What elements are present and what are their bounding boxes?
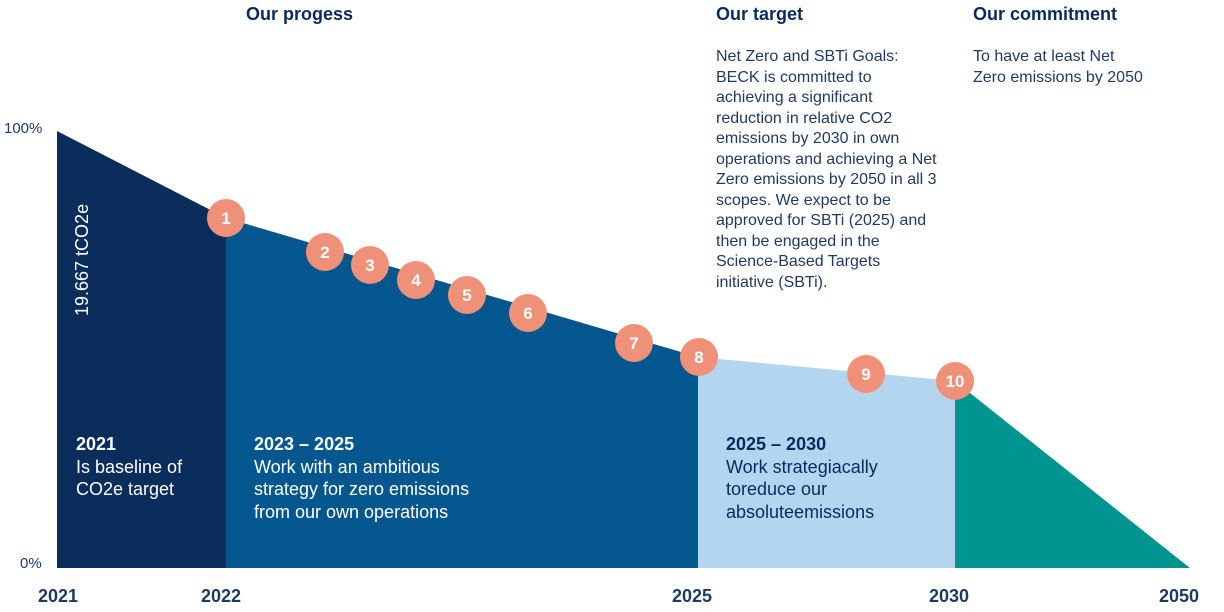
band-2030-2050-area — [955, 381, 1190, 568]
band-2025-2030-line: Work strategiacally — [726, 456, 878, 477]
x-axis-label-2030: 2030 — [929, 586, 970, 606]
milestone-number: 7 — [629, 334, 638, 353]
milestone-1: 1 — [207, 199, 245, 237]
baseline-value-label: 19.667 tCO2e — [72, 203, 92, 316]
milestone-2: 2 — [306, 233, 344, 271]
band-2025-2030-line: absoluteemissions — [726, 501, 875, 522]
band-2021-area — [57, 131, 226, 568]
x-axis-label-2021: 2021 — [38, 586, 79, 606]
milestone-number: 10 — [946, 372, 965, 391]
milestone-marker — [847, 355, 885, 393]
band-2021-text: 2021 Is baseline of CO2e target — [76, 433, 182, 501]
milestone-marker — [207, 199, 245, 237]
band-2022-2025-area — [226, 218, 698, 568]
band-2021-title: 2021 — [76, 434, 117, 454]
milestone-5: 5 — [448, 276, 486, 314]
x-axis-label-2025: 2025 — [672, 586, 713, 606]
milestone-marker — [351, 246, 389, 284]
milestone-number: 9 — [861, 365, 870, 384]
milestone-marker — [680, 338, 718, 376]
band-2025-2030-text: 2025 – 2030 Work strategiacally toreduce… — [726, 433, 878, 523]
milestone-4: 4 — [397, 261, 435, 299]
band-2023-2025-title: 2023 – 2025 — [254, 434, 355, 454]
band-2023-2025-line: strategy for zero emissions — [254, 479, 470, 499]
milestone-9: 9 — [847, 355, 885, 393]
heading-our-progress: Our progess — [246, 4, 354, 24]
milestone-marker — [615, 324, 653, 362]
milestone-number: 4 — [411, 271, 421, 290]
milestone-7: 7 — [615, 324, 653, 362]
milestone-number: 1 — [221, 209, 230, 228]
commitment-description: To have at least Net Zero emissions by 2… — [973, 48, 1143, 86]
y-axis-bottom-label: 0% — [20, 555, 42, 572]
milestone-number: 8 — [694, 348, 703, 367]
milestone-6: 6 — [509, 294, 547, 332]
milestone-number: 6 — [523, 304, 532, 323]
band-2023-2025-line: Work with an ambitious — [254, 456, 440, 477]
milestone-3: 3 — [351, 246, 389, 284]
milestone-marker — [509, 294, 547, 332]
y-axis-top-label: 100% — [4, 120, 43, 137]
milestone-number: 3 — [365, 256, 374, 275]
band-2021-line: Is baseline of — [76, 456, 183, 477]
band-2023-2025-line: from our own operations — [254, 501, 449, 522]
heading-our-commitment: Our commitment — [973, 4, 1118, 24]
milestone-10: 10 — [936, 362, 974, 400]
band-2025-2030-title: 2025 – 2030 — [726, 434, 827, 454]
band-2025-2030-area — [698, 357, 955, 568]
milestones: 1 2 3 4 5 6 7 8 9 10 — [207, 199, 974, 400]
band-2021-line: CO2e target — [76, 479, 175, 499]
band-2023-2025-text: 2023 – 2025 Work with an ambitious strat… — [254, 433, 469, 523]
x-axis-label-2050: 2050 — [1159, 586, 1200, 606]
target-description: Net Zero and SBTi Goals: BECK is committ… — [716, 48, 937, 291]
milestone-marker — [306, 233, 344, 271]
milestone-marker — [448, 276, 486, 314]
x-axis-label-2022: 2022 — [201, 586, 242, 606]
milestone-number: 5 — [462, 286, 471, 305]
milestone-marker — [397, 261, 435, 299]
band-2025-2030-line: toreduce our — [726, 479, 828, 499]
milestone-number: 2 — [320, 243, 329, 262]
heading-our-target: Our target — [716, 4, 804, 24]
milestone-8: 8 — [680, 338, 718, 376]
milestone-marker — [936, 362, 974, 400]
